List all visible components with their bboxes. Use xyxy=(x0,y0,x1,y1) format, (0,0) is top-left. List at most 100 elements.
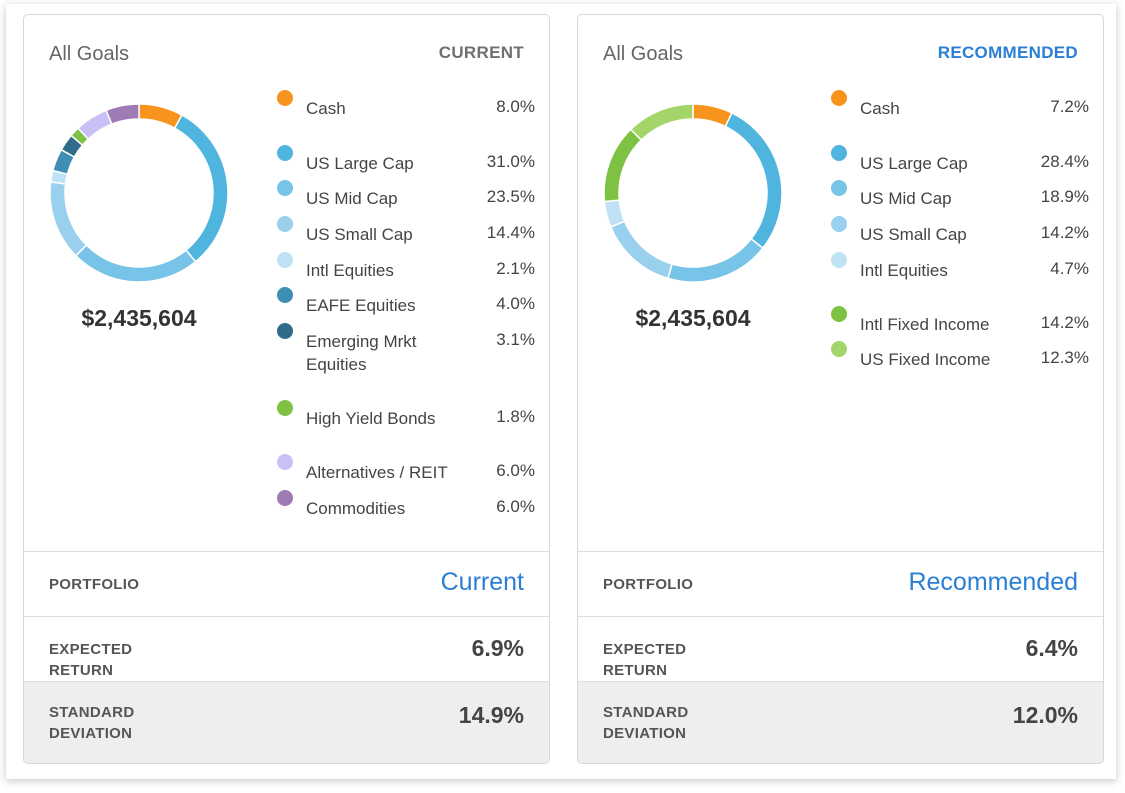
portfolio-row: PORTFOLIO Recommended xyxy=(578,551,1103,616)
legend-name: Intl Equities xyxy=(306,261,394,280)
standard-deviation-label: STANDARD DEVIATION xyxy=(603,704,689,742)
legend-name: High Yield Bonds xyxy=(306,409,436,428)
standard-deviation-row: STANDARD DEVIATION 12.0% xyxy=(578,681,1103,763)
legend-name: US Small Cap xyxy=(306,225,413,244)
legend-dot xyxy=(277,90,293,106)
standard-deviation-value: 14.9% xyxy=(458,702,524,728)
legend-value: 8.0% xyxy=(496,97,535,116)
legend-name: EAFE Equities xyxy=(306,296,416,315)
total-value: $2,435,604 xyxy=(81,305,197,331)
donut-slice-us-mid-cap xyxy=(666,237,764,283)
current-allocation-donut xyxy=(49,103,229,283)
legend-name: US Large Cap xyxy=(860,154,968,173)
legend-value: 14.4% xyxy=(486,223,535,242)
legend-item-alternatives-reit: Alternatives / REIT 6.0% xyxy=(277,452,535,492)
legend-item-intl-equities: Intl Equities 4.7% xyxy=(831,250,1089,290)
legend-dot xyxy=(831,252,847,268)
legend-dot xyxy=(831,216,847,232)
donut-slice-commodities xyxy=(105,103,140,126)
total-value: $2,435,604 xyxy=(635,305,751,331)
legend-value: 1.8% xyxy=(496,407,535,426)
legend-name: Commodities xyxy=(306,499,406,518)
portfolio-comparison: All Goals CURRENT $2,435,604 Cash 8.0% U… xyxy=(6,4,1116,779)
donut-slice-intl-fixed-income xyxy=(603,128,643,203)
legend-value: 14.2% xyxy=(1040,313,1089,332)
recommended-allocation-donut xyxy=(603,103,783,283)
legend-dot xyxy=(277,454,293,470)
expected-return-value: 6.4% xyxy=(1025,635,1078,661)
legend-value: 6.0% xyxy=(496,497,535,516)
legend-item-high-yield-bonds: High Yield Bonds 1.8% xyxy=(277,398,535,438)
portfolio-row: PORTFOLIO Current xyxy=(24,551,549,616)
expected-return-row: EXPECTED RETURN 6.4% xyxy=(578,616,1103,681)
current-badge: CURRENT xyxy=(438,43,524,62)
legend-value: 4.7% xyxy=(1050,259,1089,278)
legend-value: 14.2% xyxy=(1040,223,1089,242)
legend-value: 3.1% xyxy=(496,330,535,349)
donut-slice-us-mid-cap xyxy=(74,244,197,283)
standard-deviation-value: 12.0% xyxy=(1012,702,1078,728)
portfolio-name: Current xyxy=(440,568,524,596)
recommended-portfolio-card: All Goals RECOMMENDED $2,435,604 Cash 7.… xyxy=(577,14,1104,764)
goal-label: All Goals xyxy=(603,43,684,65)
legend-value: 2.1% xyxy=(496,259,535,278)
legend-name: Emerging Mrkt Equities xyxy=(306,332,417,374)
donut-slice-cash xyxy=(692,103,733,128)
legend-name: Cash xyxy=(860,99,900,118)
legend-item-cash: Cash 7.2% xyxy=(831,88,1089,128)
donut-slice-us-large-cap xyxy=(173,114,229,263)
legend-item-us-mid-cap: US Mid Cap 18.9% xyxy=(831,178,1089,218)
legend-dot xyxy=(277,216,293,232)
legend-item-emerging-mrkt-equities: Emerging Mrkt Equities 3.1% xyxy=(277,321,535,381)
legend-item-commodities: Commodities 6.0% xyxy=(277,488,535,528)
legend-dot xyxy=(277,400,293,416)
legend-dot xyxy=(831,90,847,106)
legend-dot xyxy=(277,252,293,268)
legend-value: 7.2% xyxy=(1050,97,1089,116)
legend-value: 31.0% xyxy=(486,152,535,171)
goal-label: All Goals xyxy=(49,43,130,65)
legend-item-us-fixed-income: US Fixed Income 12.3% xyxy=(831,339,1089,379)
legend-name: Alternatives / REIT xyxy=(306,463,448,482)
expected-return-label: EXPECTED RETURN xyxy=(603,641,687,679)
legend-value: 12.3% xyxy=(1040,348,1089,367)
legend-dot xyxy=(831,306,847,322)
donut-slice-us-fixed-income xyxy=(629,103,694,142)
donut-slice-us-small-cap xyxy=(609,220,674,280)
legend-item-intl-equities: Intl Equities 2.1% xyxy=(277,250,535,290)
legend-item-cash: Cash 8.0% xyxy=(277,88,535,128)
current-portfolio-card: All Goals CURRENT $2,435,604 Cash 8.0% U… xyxy=(23,14,550,764)
portfolio-label: PORTFOLIO xyxy=(49,576,140,593)
donut-slice-cash xyxy=(138,103,183,130)
legend-dot xyxy=(831,145,847,161)
donut-slice-us-small-cap xyxy=(49,181,88,257)
legend-dot xyxy=(277,145,293,161)
legend-item-us-mid-cap: US Mid Cap 23.5% xyxy=(277,178,535,218)
legend-dot xyxy=(277,287,293,303)
legend-item-us-small-cap: US Small Cap 14.4% xyxy=(277,214,535,254)
legend-value: 4.0% xyxy=(496,294,535,313)
expected-return-row: EXPECTED RETURN 6.9% xyxy=(24,616,549,681)
legend-item-us-small-cap: US Small Cap 14.2% xyxy=(831,214,1089,254)
legend-value: 6.0% xyxy=(496,461,535,480)
recommended-badge: RECOMMENDED xyxy=(937,43,1078,62)
legend-value: 28.4% xyxy=(1040,152,1089,171)
donut-slice-us-large-cap xyxy=(724,111,783,250)
legend-name: US Large Cap xyxy=(306,154,414,173)
legend-name: Cash xyxy=(306,99,346,118)
legend-name: US Fixed Income xyxy=(860,350,991,369)
legend-value: 23.5% xyxy=(486,187,535,206)
legend-dot xyxy=(831,180,847,196)
legend-name: US Mid Cap xyxy=(860,189,952,208)
standard-deviation-row: STANDARD DEVIATION 14.9% xyxy=(24,681,549,763)
legend-dot xyxy=(277,323,293,339)
legend-name: US Small Cap xyxy=(860,225,967,244)
legend-item-us-large-cap: US Large Cap 28.4% xyxy=(831,143,1089,183)
standard-deviation-label: STANDARD DEVIATION xyxy=(49,704,135,742)
legend-item-intl-fixed-income: Intl Fixed Income 14.2% xyxy=(831,304,1089,344)
legend-name: US Mid Cap xyxy=(306,189,398,208)
legend-name: Intl Fixed Income xyxy=(860,315,990,334)
portfolio-name: Recommended xyxy=(908,568,1078,596)
legend-value: 18.9% xyxy=(1040,187,1089,206)
legend-dot xyxy=(277,180,293,196)
